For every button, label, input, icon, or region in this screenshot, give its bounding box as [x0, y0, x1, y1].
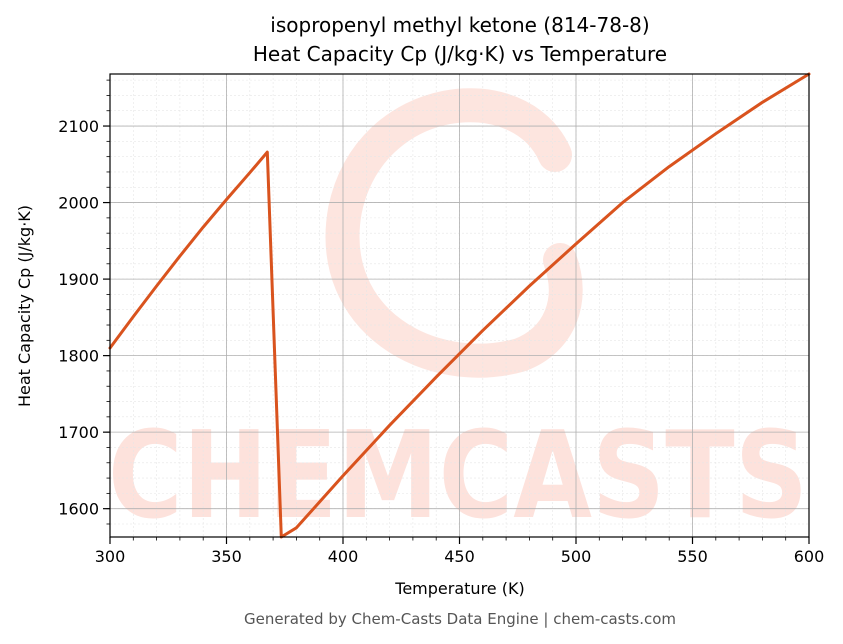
x-tick-label: 350: [211, 547, 242, 566]
y-tick-label: 2000: [58, 194, 99, 213]
watermark: CHEMCASTS: [108, 88, 808, 546]
data-series: [108, 72, 811, 539]
x-tick-label: 400: [328, 547, 359, 566]
y-tick-label: 1800: [58, 347, 99, 366]
footer-credit: Generated by Chem-Casts Data Engine | ch…: [244, 610, 676, 628]
x-tick-labels: 300 350 400 450 500 550 600: [95, 547, 825, 566]
series-line: [108, 72, 811, 539]
y-tick-label: 2100: [58, 117, 99, 136]
x-tick-label: 300: [95, 547, 126, 566]
watermark-swirl: [325, 88, 583, 378]
y-tick-label: 1700: [58, 423, 99, 442]
x-tick-label: 450: [444, 547, 475, 566]
chart-title-line2: Heat Capacity Cp (J/kg·K) vs Temperature: [253, 42, 667, 66]
y-axis-label: Heat Capacity Cp (J/kg·K): [15, 205, 34, 407]
y-tick-label: 1900: [58, 270, 99, 289]
watermark-text: CHEMCASTS: [108, 407, 808, 546]
y-tick-labels: 1600 1700 1800 1900 2000 2100: [58, 117, 99, 519]
x-tick-label: 600: [794, 547, 825, 566]
axis-ticks: [103, 79, 810, 544]
x-axis-label: Temperature (K): [394, 579, 524, 598]
x-tick-label: 550: [677, 547, 708, 566]
y-tick-label: 1600: [58, 500, 99, 519]
x-tick-label: 500: [561, 547, 592, 566]
chart-title-line1: isopropenyl methyl ketone (814-78-8): [270, 13, 649, 37]
